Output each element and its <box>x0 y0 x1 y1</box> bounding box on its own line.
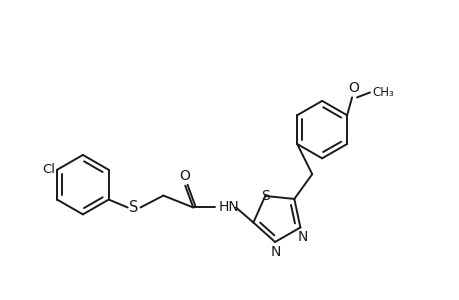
Text: O: O <box>348 81 359 95</box>
Text: S: S <box>260 189 269 203</box>
Text: Cl: Cl <box>42 163 55 176</box>
Text: HN: HN <box>218 200 239 214</box>
Text: N: N <box>270 245 280 259</box>
Text: CH₃: CH₃ <box>371 86 393 99</box>
Text: N: N <box>297 230 307 244</box>
Text: S: S <box>129 200 138 215</box>
Text: O: O <box>179 169 189 183</box>
